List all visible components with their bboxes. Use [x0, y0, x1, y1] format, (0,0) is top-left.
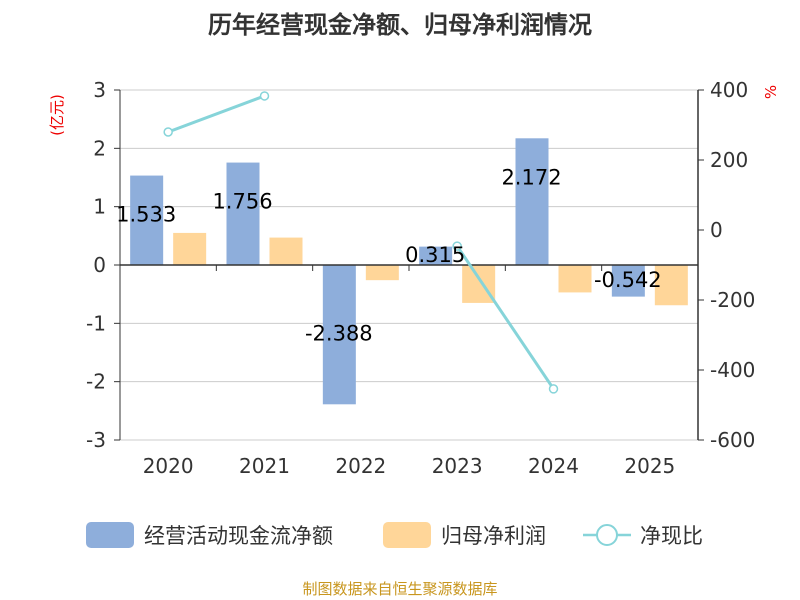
cash-flow-data-label: 2.172: [501, 165, 561, 189]
cash-flow-data-label: 1.756: [212, 190, 272, 214]
cash-flow-bar: [611, 265, 645, 297]
net-cash-ratio-point: [452, 241, 462, 251]
right-tick-label: 200: [710, 148, 748, 172]
net-cash-ratio-line: [167, 94, 266, 134]
net-cash-ratio-point: [163, 127, 173, 137]
cash-flow-data-label: 0.315: [405, 243, 465, 267]
cash-flow-bar: [226, 162, 260, 265]
left-axis-label: (亿元): [48, 94, 66, 136]
footer-source: 制图数据来自恒生聚源数据库: [302, 580, 497, 598]
left-tick-label: -2: [86, 370, 106, 394]
net-cash-ratio-line: [455, 245, 555, 390]
cash-flow-bar: [322, 265, 356, 405]
legend-label-cash-flow: 经营活动现金流净额: [144, 524, 333, 548]
cash-flow-data-label: -2.388: [305, 321, 373, 345]
cash-flow-data-label: 1.533: [116, 203, 176, 227]
legend-label-net-profit: 归母净利润: [441, 524, 546, 548]
legend-marker-ratio: [596, 524, 618, 546]
left-tick-label: 1: [93, 195, 106, 219]
legend-swatch-cash-flow: [86, 522, 134, 548]
left-tick-label: -3: [86, 428, 106, 452]
right-tick-label: -200: [710, 288, 755, 312]
cash-flow-data-label: -0.542: [594, 268, 662, 292]
legend-swatch-net-profit: [383, 522, 431, 548]
right-tick-label: 0: [710, 218, 723, 242]
x-tick-label: 2024: [528, 454, 579, 478]
chart-title: 历年经营现金净额、归母净利润情况: [208, 11, 592, 39]
x-tick-label: 2023: [432, 454, 483, 478]
x-tick-label: 2020: [143, 454, 194, 478]
net-profit-bar: [558, 265, 592, 293]
left-tick-label: 0: [93, 253, 106, 277]
x-tick-label: 2021: [239, 454, 290, 478]
left-tick-label: 3: [93, 78, 106, 102]
right-tick-label: -400: [710, 358, 755, 382]
legend-label-ratio: 净现比: [640, 524, 703, 548]
net-profit-bar: [365, 265, 399, 281]
net-cash-ratio-point: [259, 91, 270, 101]
net-profit-bar: [269, 237, 303, 265]
net-profit-bar: [173, 232, 207, 265]
cash-flow-bar: [515, 138, 549, 265]
x-tick-label: 2022: [335, 454, 386, 478]
right-axis-label: %: [762, 85, 780, 99]
left-tick-label: 2: [93, 136, 106, 160]
net-cash-ratio-point: [548, 384, 559, 394]
net-profit-bar: [654, 265, 688, 306]
right-tick-label: 400: [710, 78, 748, 102]
x-tick-label: 2025: [624, 454, 675, 478]
left-tick-label: -1: [86, 311, 106, 335]
right-tick-label: -600: [710, 428, 755, 452]
cash-flow-bar: [130, 175, 164, 265]
cash-flow-bar: [419, 246, 453, 265]
